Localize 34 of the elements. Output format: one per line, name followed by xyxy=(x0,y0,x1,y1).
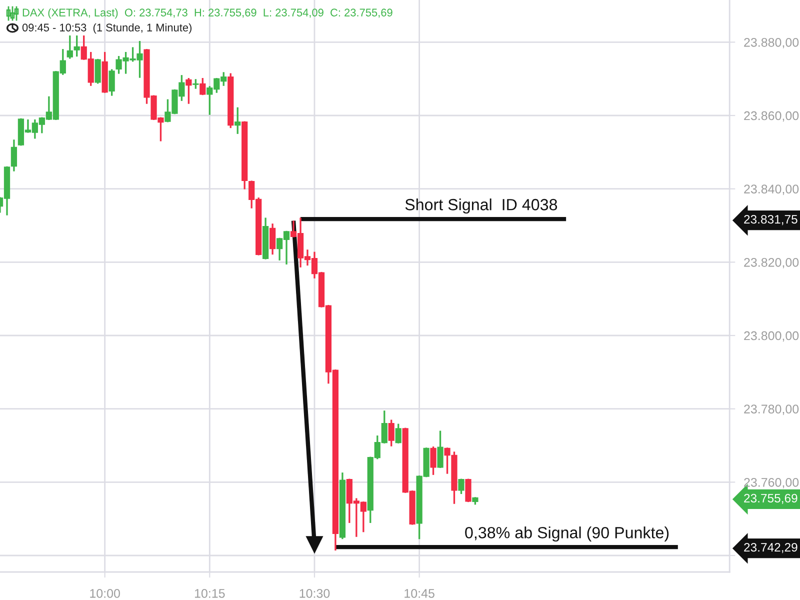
y-tick-label: 23.755,69 xyxy=(744,494,798,504)
x-tick-label: 10:45 xyxy=(404,588,434,598)
candlestick xyxy=(10,140,18,172)
candlestick xyxy=(74,35,80,57)
y-tick-label: 23.820,00 xyxy=(744,258,799,268)
y-tick-label: 23.860,00 xyxy=(744,111,799,122)
y-tick-label: 23.880,00 xyxy=(744,38,799,48)
y-tick-label: 23.780,00 xyxy=(744,404,799,415)
candlestick xyxy=(465,478,472,502)
candlestick xyxy=(66,35,73,59)
candlestick xyxy=(269,224,276,255)
series-label: 0,38% ab Signal (90 Punkte) xyxy=(465,526,669,542)
text: DAX (XETRA, Last) O: 23.754,73 H: 23.755,69 L: 23.754,09 C: 23.755,69 xyxy=(22,8,392,19)
y-tick-label: 23.840,00 xyxy=(744,184,799,195)
text: 09:45 - 10:53 (1 Stunde, 1 Minute) xyxy=(22,23,192,34)
y-tick-label: 23.742,29 xyxy=(744,542,798,554)
candlestick xyxy=(437,430,444,468)
candlestick xyxy=(94,58,101,84)
y-tick-label: 23.800,00 xyxy=(744,331,799,342)
candlestick xyxy=(186,78,192,104)
y-tick-label: 23.831,75 xyxy=(744,214,798,226)
candlestick xyxy=(192,79,199,89)
candlestick xyxy=(395,424,402,444)
candlestick xyxy=(234,107,241,134)
series-label: Short Signal ID 4038 xyxy=(405,198,558,214)
candlestick xyxy=(430,446,436,475)
candlestick xyxy=(388,420,394,446)
x-tick-label: 10:15 xyxy=(194,588,225,598)
candlestick xyxy=(108,69,115,96)
y-tick-label: 23.760,00 xyxy=(744,478,799,488)
candlestick xyxy=(200,78,206,96)
candlestick xyxy=(458,478,464,494)
x-tick-label: 10:00 xyxy=(90,588,120,598)
x-tick-label: 10:30 xyxy=(300,588,330,598)
